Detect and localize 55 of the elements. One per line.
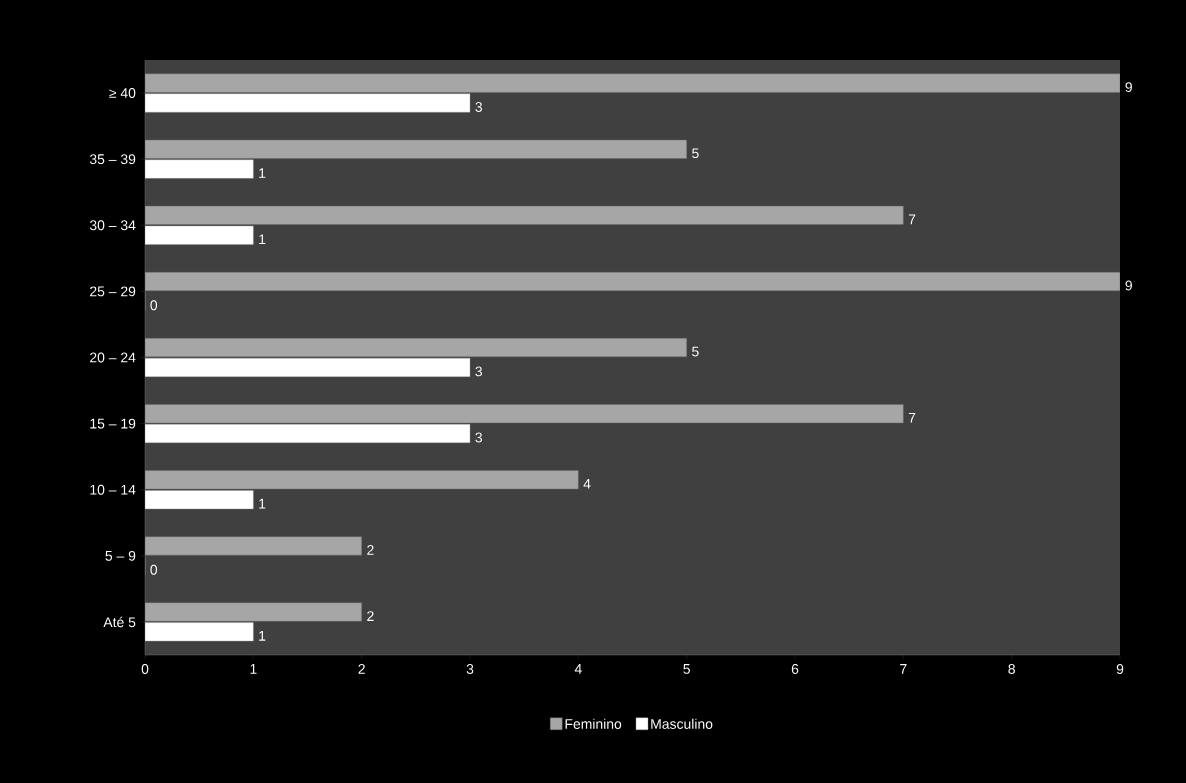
bar [145,338,687,358]
x-tick-label: 1 [250,664,257,674]
data-label: 2 [367,611,374,621]
y-tick-label: 10 – 14 [90,484,136,495]
bar [145,424,471,443]
y-tick-label: ≥ 40 [109,88,136,98]
legend-label: Feminino [565,718,622,729]
x-tick-label: 4 [574,664,582,674]
bar [145,73,1121,93]
bar [145,205,904,225]
x-tick-label: 9 [1116,664,1124,674]
bar [145,470,579,490]
legend-label: Masculino [651,718,713,729]
data-label: 7 [908,412,916,423]
y-tick-label: 35 – 39 [89,154,136,165]
y-tick-label: 20 – 24 [90,352,136,363]
data-label: 3 [475,102,482,112]
data-label: 0 [150,564,158,575]
data-label: 1 [259,234,266,244]
x-tick-label: 0 [141,664,149,674]
x-tick-label: 7 [900,664,907,674]
bar [145,490,254,510]
data-label: 9 [1125,280,1132,291]
bar [145,622,254,642]
bar [145,602,362,622]
bar [145,272,1121,291]
data-label: 0 [150,300,158,311]
bar [145,357,471,377]
bar [145,139,687,159]
x-tick-label: 3 [466,664,474,674]
data-label: 1 [259,498,266,509]
bar [145,93,471,113]
x-tick-label: 8 [1008,664,1015,674]
bar [145,536,362,556]
bar [145,404,904,424]
data-label: 1 [259,631,266,641]
bar [145,159,254,179]
x-tick-label: 6 [791,664,799,674]
x-tick-label: 2 [358,664,365,674]
y-tick-label: Até 5 [103,616,136,628]
data-label: 2 [367,545,374,555]
x-tick-label: 5 [683,664,690,674]
data-label: 7 [908,214,916,225]
y-tick-label: 30 – 34 [89,220,136,231]
data-label: 4 [583,479,591,489]
data-label: 9 [1125,82,1132,93]
data-label: 5 [692,148,699,159]
data-label: 3 [475,432,482,443]
y-tick-label: 25 – 29 [90,286,136,297]
bar [145,225,254,245]
y-tick-label: 15 – 19 [90,418,136,429]
data-label: 1 [259,168,266,178]
data-label: 3 [475,366,482,377]
data-label: 5 [692,346,699,357]
y-tick-label: 5 – 9 [105,550,136,561]
